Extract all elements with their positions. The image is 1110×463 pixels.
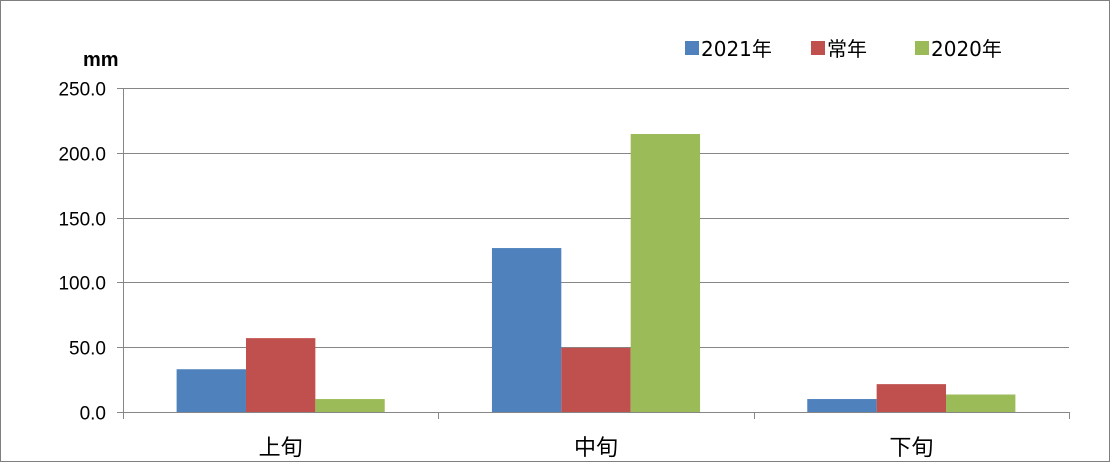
bar (561, 347, 631, 412)
y-axis-unit-label: mm (83, 49, 119, 71)
y-tick-label: 200.0 (58, 145, 106, 166)
bar (176, 369, 246, 412)
legend-label: 2020年 (931, 37, 1002, 61)
gridlines (123, 88, 1069, 348)
x-category-labels: 上旬 中旬 下旬 (259, 436, 934, 461)
legend-swatch (685, 41, 699, 55)
legend-label: 2021年 (701, 37, 772, 61)
legend-swatch (915, 41, 929, 55)
y-tick-labels: 0.0 50.0 100.0 150.0 200.0 250.0 (58, 80, 106, 425)
bar (315, 399, 385, 412)
x-category-label: 上旬 (259, 436, 303, 461)
legend-swatch (811, 41, 825, 55)
x-category-label: 下旬 (889, 436, 933, 461)
bar (946, 394, 1016, 412)
y-tick-label: 250.0 (58, 80, 106, 101)
bar (630, 134, 701, 412)
bars (176, 134, 1016, 412)
y-tick-label: 0.0 (80, 404, 106, 425)
y-tick-label: 100.0 (58, 274, 106, 295)
y-tick-label: 50.0 (69, 339, 106, 360)
y-tick-label: 150.0 (58, 210, 106, 231)
legend: 2021年 常年 2020年 (685, 37, 1002, 61)
bar (807, 399, 877, 412)
bar (245, 338, 316, 412)
legend-label: 常年 (827, 37, 867, 61)
bar (876, 384, 947, 412)
axes (117, 88, 1070, 419)
bar (491, 248, 562, 412)
x-category-label: 中旬 (574, 436, 618, 461)
